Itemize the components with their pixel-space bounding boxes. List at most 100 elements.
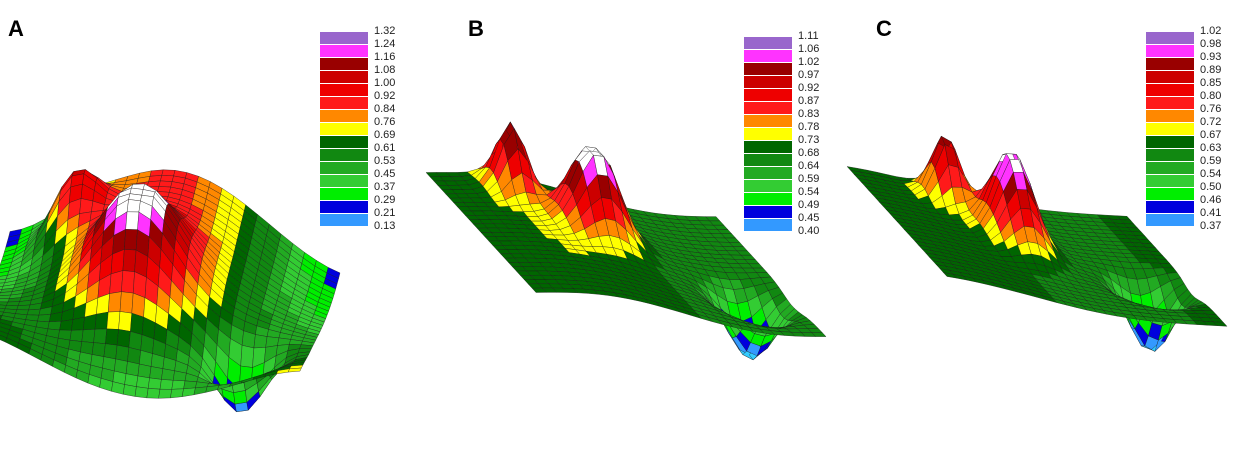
- surface-facet: [127, 347, 141, 365]
- colorbar-swatch: [320, 32, 368, 45]
- panel-label: B: [468, 16, 484, 41]
- surface-facet: [0, 294, 11, 299]
- surface-facet: [115, 344, 130, 362]
- surface-facet: [6, 301, 20, 306]
- surface-facet: [125, 361, 140, 377]
- surface-facet: [118, 311, 132, 332]
- colorbar-tick-label: 1.08: [374, 64, 396, 76]
- surface-facet: [148, 377, 162, 390]
- colorbar-swatch: [320, 162, 368, 175]
- colorbar-tick-label: 0.83: [798, 108, 820, 120]
- panel-c: C 1.02 0.98 0.93 0.89 0.85 0.80 0.76 0.72 0.67 0.…: [832, 0, 1248, 452]
- colorbar-tick-label: 0.63: [1200, 142, 1222, 154]
- panel-b: B 1.11 1.06 1.02 0.97 0.92 0.87 0.83 0.78 0.73 0.…: [416, 0, 832, 452]
- panel-label: A: [8, 16, 24, 41]
- colorbar-tick-label: 0.67: [1200, 129, 1222, 141]
- colorbar-swatch: [1146, 136, 1194, 149]
- colorbar-swatch: [320, 214, 368, 227]
- colorbar-tick-label: 0.45: [374, 168, 396, 180]
- colorbar-swatch: [320, 84, 368, 97]
- colorbar-tick-label: 0.13: [374, 220, 396, 232]
- surface-facet: [158, 180, 173, 188]
- colorbar-swatch: [744, 50, 792, 63]
- surface-facet: [26, 308, 41, 316]
- surface-facet: [91, 342, 106, 357]
- colorbar-tick-label: 0.72: [1200, 116, 1222, 128]
- surface-facet: [148, 175, 163, 182]
- surface-facet: [134, 386, 149, 399]
- colorbar-swatch: [744, 63, 792, 76]
- colorbar-tick-label: 1.00: [374, 77, 396, 89]
- colorbar-swatch: [320, 45, 368, 58]
- colorbar-swatch: [1146, 201, 1194, 214]
- surface-facet: [126, 199, 141, 213]
- surface-facet: [811, 332, 827, 337]
- colorbar-swatch: [1146, 149, 1194, 162]
- surface-facet: [233, 390, 247, 405]
- colorbar-tick-label: 0.76: [374, 116, 396, 128]
- colorbar-swatch: [1146, 188, 1194, 201]
- surface-facet: [122, 249, 137, 272]
- colorbar-swatch: [1146, 32, 1194, 45]
- colorbar-tick-label: 0.37: [1200, 220, 1222, 232]
- colorbar-tick-label: 0.98: [1200, 38, 1222, 50]
- surface-facet: [94, 311, 109, 330]
- colorbar-swatch: [744, 115, 792, 128]
- colorbar-tick-label: 0.54: [798, 186, 820, 198]
- colorbar-tick-label: 0.59: [798, 173, 820, 185]
- colorbar-swatch: [744, 154, 792, 167]
- surface-facet: [137, 363, 152, 379]
- surface-facet: [1212, 321, 1228, 327]
- colorbar-tick-label: 1.24: [374, 38, 396, 50]
- surface-facet: [128, 331, 143, 351]
- surface-facet: [119, 291, 134, 314]
- colorbar-tick-label: 0.45: [798, 212, 820, 224]
- colorbar-tick-label: 0.64: [798, 160, 820, 172]
- surface-facet: [109, 270, 124, 294]
- colorbar-tick-label: 1.11: [798, 30, 819, 42]
- surface-facet: [149, 366, 164, 380]
- surface-facet: [240, 345, 255, 368]
- colorbar-swatch: [1146, 110, 1194, 123]
- surface-facet: [136, 375, 150, 389]
- surface-facet: [146, 388, 161, 399]
- surface-facet: [170, 388, 184, 399]
- colorbar-tick-label: 0.89: [1200, 64, 1222, 76]
- surface-facet: [93, 328, 107, 344]
- colorbar-swatch: [744, 102, 792, 115]
- surface-facet: [181, 387, 196, 397]
- surface-facet: [59, 319, 74, 331]
- colorbar-tick-label: 0.84: [374, 103, 396, 115]
- surface-facet: [79, 198, 94, 214]
- surface-plot-a: [0, 169, 341, 413]
- colorbar-swatch: [320, 71, 368, 84]
- colorbar-tick-label: 0.92: [798, 82, 820, 94]
- surface-facet: [171, 380, 186, 390]
- colorbar-swatch: [1146, 84, 1194, 97]
- colorbar-tick-label: 0.46: [1200, 194, 1222, 206]
- surface-facet: [108, 291, 122, 313]
- colorbar-swatch: [744, 193, 792, 206]
- surface-facet: [287, 367, 302, 373]
- colorbar-swatch: [1146, 58, 1194, 71]
- surface-facet: [121, 270, 135, 294]
- colorbar-swatch: [744, 167, 792, 180]
- surface-plot-b: [425, 121, 827, 361]
- surface-facet: [116, 329, 131, 348]
- colorbar-tick-label: 0.76: [1200, 103, 1222, 115]
- colorbar-tick-label: 0.73: [798, 134, 820, 146]
- colorbar-swatch: [320, 188, 368, 201]
- colorbar-tick-label: 0.85: [1200, 77, 1222, 89]
- colorbar-swatch: [744, 128, 792, 141]
- colorbar-tick-label: 0.21: [374, 207, 396, 219]
- surface-facet: [123, 384, 137, 397]
- colorbar-swatch: [1146, 175, 1194, 188]
- colorbar-swatch: [744, 141, 792, 154]
- colorbar-swatch: [744, 180, 792, 193]
- colorbar-tick-label: 0.78: [798, 121, 820, 133]
- surface-facet: [124, 229, 138, 251]
- colorbar-swatch: [744, 76, 792, 89]
- surface-facet: [103, 343, 118, 360]
- colorbar-tick-label: 0.41: [1200, 207, 1222, 219]
- colorbar-swatch: [320, 97, 368, 110]
